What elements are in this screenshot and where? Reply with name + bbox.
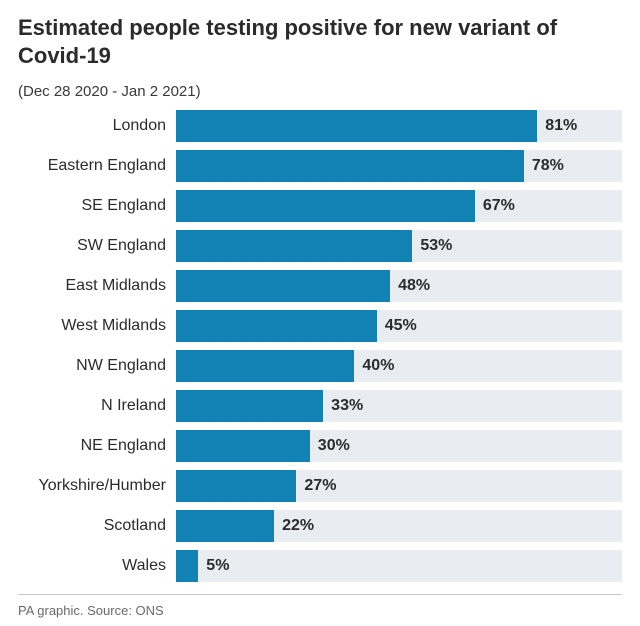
bar-fill xyxy=(176,350,354,382)
bar-label: SE England xyxy=(18,197,176,215)
bar-value: 33% xyxy=(323,397,363,415)
bar-fill xyxy=(176,150,524,182)
bars-area: London 81% Eastern England 78% SE England 67%… xyxy=(18,110,622,582)
bar-track: 22% xyxy=(176,510,622,542)
bar-fill xyxy=(176,430,310,462)
chart-subtitle: (Dec 28 2020 - Jan 2 2021) xyxy=(18,83,622,100)
chart-footer: PA graphic. Source: ONS xyxy=(18,594,622,618)
bar-fill xyxy=(176,470,296,502)
bar-track: 5% xyxy=(176,550,622,582)
bar-track: 45% xyxy=(176,310,622,342)
bar-track: 78% xyxy=(176,150,622,182)
bar-track: 33% xyxy=(176,390,622,422)
bar-track: 67% xyxy=(176,190,622,222)
bar-row: SW England 53% xyxy=(18,230,622,262)
bar-row: Yorkshire/Humber 27% xyxy=(18,470,622,502)
bar-row: Eastern England 78% xyxy=(18,150,622,182)
bar-fill xyxy=(176,390,323,422)
bar-value: 27% xyxy=(296,477,336,495)
bar-row: N Ireland 33% xyxy=(18,390,622,422)
bar-value: 45% xyxy=(377,317,417,335)
bar-track: 27% xyxy=(176,470,622,502)
chart-container: Estimated people testing positive for ne… xyxy=(0,0,640,626)
bar-fill xyxy=(176,550,198,582)
bar-value: 5% xyxy=(198,557,229,575)
bar-track: 40% xyxy=(176,350,622,382)
bar-label: N Ireland xyxy=(18,397,176,415)
bar-row: East Midlands 48% xyxy=(18,270,622,302)
bar-row: London 81% xyxy=(18,110,622,142)
bar-fill xyxy=(176,190,475,222)
bar-label: Scotland xyxy=(18,517,176,535)
bar-track: 81% xyxy=(176,110,622,142)
bar-fill xyxy=(176,230,412,262)
bar-label: NE England xyxy=(18,437,176,455)
bar-value: 30% xyxy=(310,437,350,455)
bar-label: Yorkshire/Humber xyxy=(18,477,176,495)
bar-track: 53% xyxy=(176,230,622,262)
bar-label: NW England xyxy=(18,357,176,375)
bar-fill xyxy=(176,310,377,342)
bar-value: 40% xyxy=(354,357,394,375)
bar-value: 48% xyxy=(390,277,430,295)
bar-value: 81% xyxy=(537,117,577,135)
bar-row: NE England 30% xyxy=(18,430,622,462)
bar-row: SE England 67% xyxy=(18,190,622,222)
bar-track: 48% xyxy=(176,270,622,302)
bar-label: Eastern England xyxy=(18,157,176,175)
bar-label: Wales xyxy=(18,557,176,575)
bar-value: 78% xyxy=(524,157,564,175)
bar-row: West Midlands 45% xyxy=(18,310,622,342)
chart-title: Estimated people testing positive for ne… xyxy=(18,14,622,69)
bar-row: Wales 5% xyxy=(18,550,622,582)
bar-fill xyxy=(176,510,274,542)
bar-track-bg xyxy=(176,550,622,582)
bar-label: East Midlands xyxy=(18,277,176,295)
bar-label: SW England xyxy=(18,237,176,255)
bar-value: 53% xyxy=(412,237,452,255)
bar-value: 22% xyxy=(274,517,314,535)
bar-row: NW England 40% xyxy=(18,350,622,382)
bar-label: West Midlands xyxy=(18,317,176,335)
bar-label: London xyxy=(18,117,176,135)
bar-fill xyxy=(176,270,390,302)
bar-value: 67% xyxy=(475,197,515,215)
bar-track: 30% xyxy=(176,430,622,462)
bar-row: Scotland 22% xyxy=(18,510,622,542)
bar-fill xyxy=(176,110,537,142)
